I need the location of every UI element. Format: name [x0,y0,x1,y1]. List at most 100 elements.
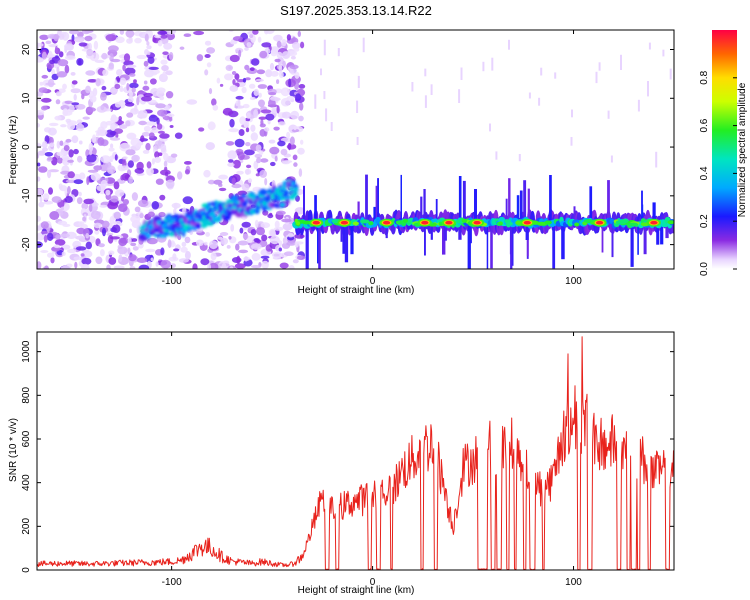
noise-blob [164,166,168,172]
noise-blob [250,132,258,141]
noise-blob [229,266,234,269]
noise-blob [173,248,180,252]
noise-blob [277,56,284,65]
noise-blob [89,203,93,212]
noise-blob [261,234,268,242]
noise-blob [279,262,289,269]
noise-blob [160,247,165,256]
noise-blob [273,226,284,231]
y-tick-label: 0 [21,567,32,573]
noise-streak [595,71,598,84]
noise-blob [127,247,131,255]
noise-blob [287,233,294,238]
noise-blob [184,251,191,260]
noise-blob [108,257,117,265]
noise-blob [229,118,235,128]
noise-blob [259,123,266,128]
noise-blob [255,173,261,177]
noise-blob [114,83,121,90]
colorbar-ticks: 0.0 0.2 0.4 0.6 0.8 [699,70,737,276]
noise-blob [278,64,283,73]
band-peak [421,220,429,225]
noise-blob [109,236,120,240]
noise-blob [125,64,137,69]
noise-streak [424,95,427,108]
noise-blob [252,30,259,35]
noise-blob [71,102,80,106]
noise-blob [37,57,44,63]
noise-blob [109,137,121,141]
signal-blob [279,202,286,208]
noise-blob [127,160,134,168]
noise-blob [85,70,96,76]
noise-blob [100,104,105,111]
noise-blob [108,250,115,256]
band-streak [385,222,388,239]
noise-blob [62,108,69,117]
noise-blob [281,111,291,119]
noise-blob [150,78,157,85]
noise-blob [42,141,48,149]
noise-blob [258,99,265,108]
noise-blob [87,169,99,173]
noise-blob [229,54,240,63]
band-accent [438,221,443,226]
band-streak [643,222,647,255]
noise-blob [58,51,64,58]
noise-blob [298,168,303,177]
noise-blob [157,30,168,36]
band-accent [515,220,521,225]
noise-blob [114,154,118,161]
noise-blob [88,142,94,152]
band-accent [498,221,503,226]
noise-blob [134,167,145,174]
snr-y-axis-label: SNR (10 * v/v) [8,418,19,482]
noise-blob [133,79,137,84]
noise-blob [265,69,273,78]
noise-blob [239,227,244,234]
noise-blob [118,237,128,247]
noise-blob [211,98,217,106]
noise-blob [182,196,193,205]
noise-blob [123,53,131,62]
noise-blob [260,109,272,114]
noise-blob [242,77,247,83]
band-streak [641,204,644,223]
band-accent [584,219,594,223]
noise-blob [128,254,137,262]
noise-blob [277,140,286,147]
noise-blob [102,227,106,237]
noise-blob [276,79,280,84]
noise-blob [288,265,295,269]
band-streak [373,206,377,223]
noise-blob [43,200,54,205]
band-accent [574,222,580,227]
x-tick-label: 100 [565,276,582,287]
noise-blob [186,99,198,105]
noise-blob [283,251,294,256]
noise-blob [300,41,305,49]
noise-blob [204,40,212,46]
y-tick-label: 1000 [21,340,32,363]
signal-blob [208,207,212,211]
noise-blob [108,62,115,70]
band-accent [296,221,300,226]
band-streak [637,222,639,255]
band-streak [423,189,426,223]
noise-blob [230,39,238,45]
noise-blob [123,60,134,66]
noise-blob [146,45,152,50]
band-peak [312,220,320,225]
noise-streak [411,82,414,92]
snr-panel: -100 0 100 0 200 400 600 800 1000 Height of str… [8,331,675,596]
noise-blob [177,234,182,241]
noise-blob [64,43,74,50]
signal-blob [213,214,217,220]
noise-blob [290,55,296,60]
noise-blob [274,220,280,229]
noise-blob [177,171,183,180]
noise-blob [269,146,280,155]
noise-blob [251,58,260,66]
band-streak [424,222,426,256]
noise-blob [50,257,55,264]
